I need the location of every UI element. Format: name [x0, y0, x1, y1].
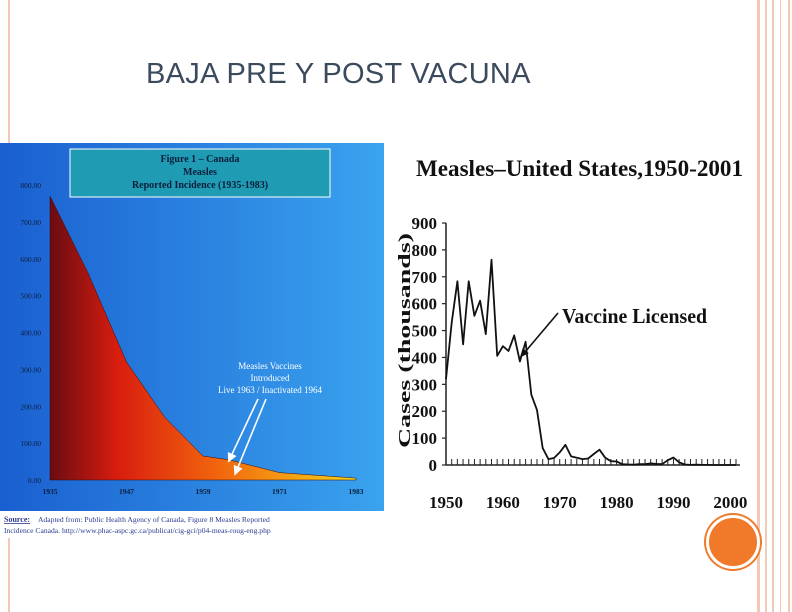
source-box	[0, 511, 384, 538]
x-tick-label: 1970	[543, 493, 577, 512]
y-tick-label: 400.00	[20, 329, 41, 338]
slide-title: BAJA PRE Y POST VACUNA	[146, 58, 531, 90]
annotation-line-3: Live 1963 / Inactivated 1964	[218, 385, 322, 395]
y-tick-label: 100	[412, 429, 438, 448]
x-tick-label: 1935	[43, 487, 58, 496]
y-tick-label: 500	[412, 322, 438, 341]
x-axis-ticks: 1950 1960 1970 1980 1990 2000	[429, 493, 747, 512]
slide-frame-right	[772, 0, 774, 612]
annotation-arrow	[233, 398, 267, 476]
y-tick-label: 300	[412, 375, 438, 394]
y-tick-label: 200	[412, 402, 438, 421]
y-tick-label: 900	[412, 214, 438, 233]
slide-frame-right	[788, 0, 790, 612]
y-tick-label: 600	[412, 295, 438, 314]
y-axis-ticks: 0.00 100.00 200.00 300.00 400.00 500.00 600.00…	[20, 181, 41, 485]
y-tick-label: 800.00	[20, 181, 41, 190]
y-tick-label: 600.00	[20, 255, 41, 264]
annotation-arrowhead	[519, 348, 529, 358]
slide-frame-right	[757, 0, 760, 612]
y-tick-label: 0	[429, 456, 438, 475]
y-tick-label: 500.00	[20, 292, 41, 301]
annotation-line-2: Introduced	[251, 373, 290, 383]
annotation-label: Vaccine Licensed	[562, 304, 707, 328]
chart-title-box: Figure 1 – Canada Measles Reported Incid…	[69, 148, 331, 198]
y-tick-label: 300.00	[20, 365, 41, 374]
x-tick-label: 1950	[429, 493, 463, 512]
y-tick-label: 700.00	[20, 218, 41, 227]
source-label: Source:	[4, 515, 30, 524]
y-tick-label: 800	[412, 241, 438, 260]
annotation-arrow	[227, 398, 259, 463]
source-line-2: Incidence Canada. http://www.phac-aspc.g…	[4, 526, 271, 535]
annotation-arrow	[522, 312, 559, 355]
us-measles-chart: Measles–United States,1950-2001 Cases (t…	[390, 143, 756, 523]
chart-title-line-2: Measles	[183, 167, 217, 178]
chart-title-line-3: Reported Incidence (1935-1983)	[132, 180, 268, 191]
y-tick-label: 0.00	[28, 476, 41, 485]
chart-title: Measles–United States,1950-2001	[416, 156, 743, 181]
slide-frame-right	[765, 0, 767, 612]
x-tick-label: 1983	[349, 487, 364, 496]
y-axis-ticks: 0 100 200 300 400 500 600 700 800 900	[412, 214, 446, 475]
slide-frame-right	[780, 0, 781, 612]
source-line-1: Adapted from: Public Health Agency of Ca…	[38, 515, 270, 524]
y-tick-label: 400	[412, 348, 438, 367]
x-axis-ticks: 1935 1947 1959 1971 1983	[43, 487, 364, 496]
x-tick-label: 1960	[486, 493, 520, 512]
annotation-line-1: Measles Vaccines	[238, 361, 302, 371]
x-tick-label: 1947	[119, 487, 134, 496]
incidence-area	[49, 195, 357, 481]
x-tick-label: 1980	[600, 493, 634, 512]
vaccine-licensed-annotation: Vaccine Licensed	[519, 304, 707, 358]
y-tick-label: 100.00	[20, 439, 41, 448]
cases-line	[445, 258, 736, 466]
y-tick-label: 200.00	[20, 402, 41, 411]
vaccine-annotation: Measles Vaccines Introduced Live 1963 / …	[218, 361, 322, 395]
x-tick-label: 1990	[656, 493, 690, 512]
annotation-arrows	[227, 398, 267, 476]
decorative-circle	[706, 515, 760, 569]
y-tick-label: 700	[412, 268, 438, 287]
canada-measles-chart: Figure 1 – Canada Measles Reported Incid…	[0, 143, 384, 538]
x-tick-label: 1959	[196, 487, 211, 496]
x-tick-label: 2000	[713, 493, 747, 512]
chart-title-line-1: Figure 1 – Canada	[161, 154, 240, 165]
y-axis-label: Cases (thousands)	[395, 233, 414, 448]
x-tick-label: 1971	[272, 487, 287, 496]
